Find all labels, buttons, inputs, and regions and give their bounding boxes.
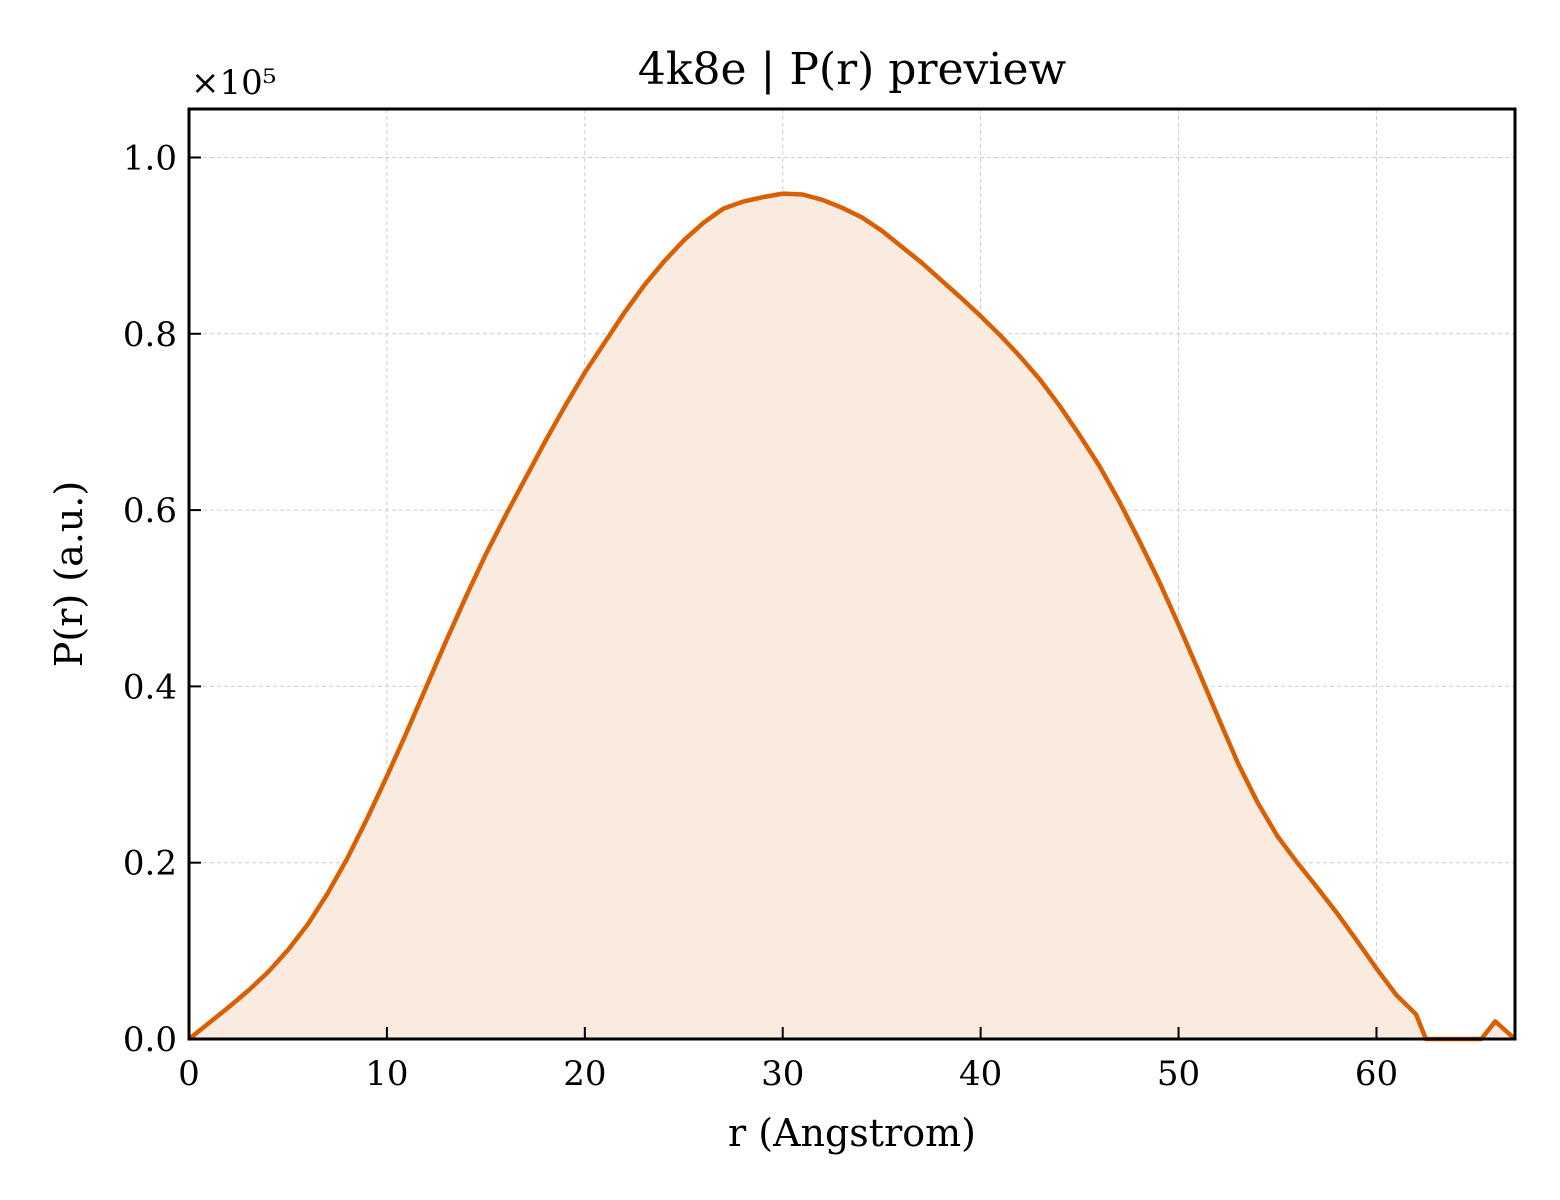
x-tick-label: 10 — [365, 1054, 408, 1094]
x-tick-label: 50 — [1157, 1054, 1200, 1094]
y-tick-label: 0.2 — [123, 844, 177, 884]
x-tick-label: 60 — [1355, 1054, 1398, 1094]
x-axis-label: r (Angstrom) — [728, 1111, 976, 1155]
y-tick-label: 0.6 — [123, 491, 177, 531]
y-tick-label: 0.0 — [123, 1020, 177, 1060]
x-tick-label: 30 — [761, 1054, 804, 1094]
x-tick-label: 0 — [178, 1054, 200, 1094]
y-axis-multiplier: ×10⁵ — [191, 63, 276, 103]
y-tick-label: 1.0 — [123, 138, 177, 178]
series-line — [187, 191, 1517, 1042]
y-axis-label: P(r) (a.u.) — [47, 481, 91, 667]
y-tick-label: 0.8 — [123, 315, 177, 355]
x-tick-label: 20 — [563, 1054, 606, 1094]
plot-frame — [187, 107, 1517, 1041]
area-fill — [189, 193, 1515, 1039]
ticks: 0 10 20 30 40 50 60 0.0 0.2 0.4 0.6 0.8 1.0 — [123, 138, 1398, 1094]
chart-title: 4k8e | P(r) preview — [638, 44, 1067, 95]
x-tick-label: 40 — [959, 1054, 1002, 1094]
y-tick-label: 0.4 — [123, 667, 177, 707]
